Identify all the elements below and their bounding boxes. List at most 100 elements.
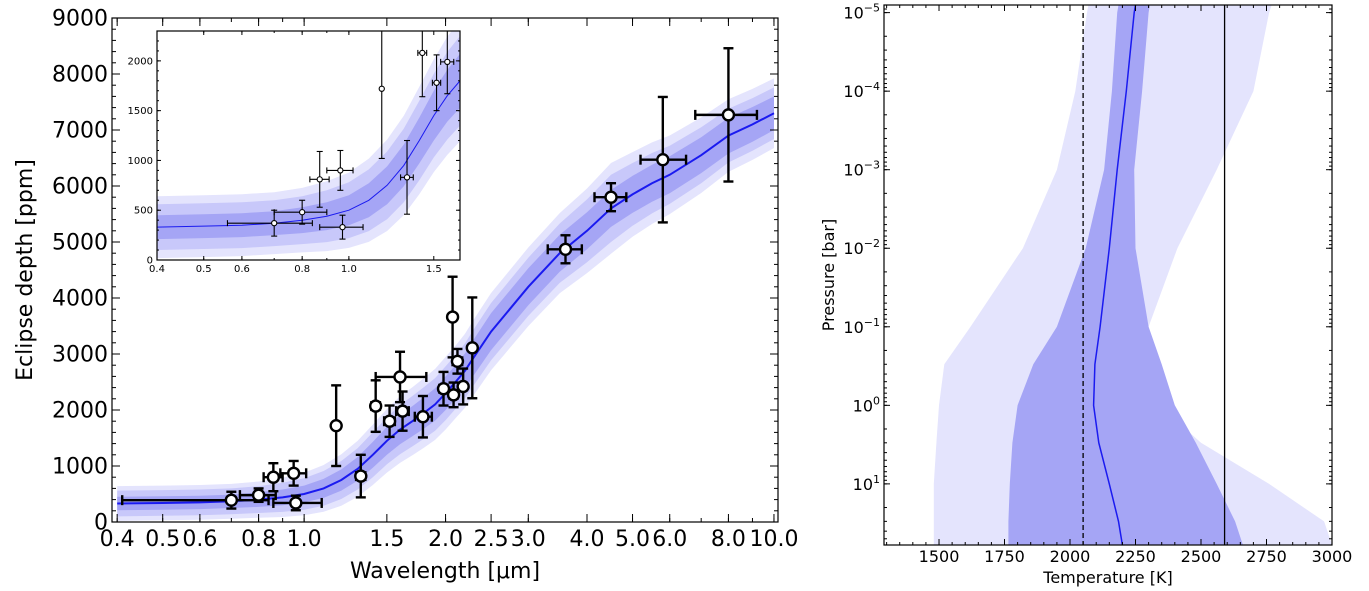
y-tick-label: 101 <box>853 473 880 494</box>
x-tick-label: 0.6 <box>182 527 217 552</box>
data-point <box>279 459 308 487</box>
data-marker <box>382 414 397 428</box>
data-point <box>121 490 270 510</box>
data-marker <box>354 469 368 483</box>
data-point <box>694 47 759 183</box>
data-point <box>446 381 461 409</box>
data-marker <box>299 209 306 216</box>
spectrum-inset-panel: 0 500 1000 1500 2000 0.4 0.5 0.6 0.8 1.0 1.5 <box>128 30 461 275</box>
data-point <box>546 234 584 265</box>
data-point <box>374 350 428 404</box>
data-point <box>273 199 328 225</box>
plot-area <box>117 47 775 521</box>
data-marker <box>339 223 346 231</box>
x-tick-label: 3000 <box>1312 547 1353 566</box>
y-tick-label: 10−1 <box>843 316 880 337</box>
data-marker <box>395 404 410 418</box>
data-marker <box>368 399 383 413</box>
y-tick-label: 8000 <box>52 63 108 88</box>
x-tick-label: 1.0 <box>341 264 357 275</box>
data-marker <box>271 220 278 227</box>
data-marker <box>289 496 303 510</box>
x-tick-label: 8.0 <box>711 527 746 552</box>
x-tick-label: 1.5 <box>369 527 404 552</box>
data-point <box>329 384 343 468</box>
data-marker <box>329 418 343 433</box>
tp-band-1sigma <box>1008 5 1243 545</box>
data-marker <box>656 152 670 167</box>
x-tick-label: 2.5 <box>474 527 509 552</box>
plot-frame <box>156 30 461 261</box>
data-point <box>456 367 470 406</box>
data-marker <box>450 354 465 368</box>
data-marker <box>436 382 451 396</box>
data-marker <box>445 310 460 324</box>
y-tick-label: 9000 <box>52 7 108 32</box>
data-point <box>639 95 688 224</box>
x-tick-label: 6.0 <box>652 527 687 552</box>
data-point <box>326 149 354 191</box>
x-tick-label: 10.0 <box>749 527 798 552</box>
y-axis-label: Eclipse depth [ppm] <box>13 159 38 381</box>
x-axis-label: Wavelength [μm] <box>350 559 540 584</box>
data-marker <box>456 379 470 394</box>
x-tick-label: 4.0 <box>569 527 604 552</box>
y-tick-label: 0 <box>147 256 153 267</box>
data-marker <box>266 470 281 484</box>
data-point <box>368 379 383 434</box>
data-point <box>413 394 434 439</box>
data-marker <box>721 108 736 122</box>
model-band-1sigma <box>157 53 460 240</box>
y-axis-label: Pressure [bar] <box>819 219 838 331</box>
x-tick-label: 2.0 <box>428 527 463 552</box>
data-marker <box>604 190 618 204</box>
y-tick-label: 5000 <box>52 231 108 256</box>
y-tick-label: 7000 <box>52 119 108 144</box>
x-tick-label: 5.0 <box>615 527 650 552</box>
y-tick-label: 2000 <box>128 56 153 67</box>
y-tick-label: 2000 <box>52 399 108 424</box>
data-point <box>445 275 460 359</box>
plot-frame <box>111 17 779 523</box>
data-marker <box>251 488 266 502</box>
x-tick-label: 3.0 <box>511 527 546 552</box>
data-marker <box>337 167 344 174</box>
data-point <box>450 347 465 375</box>
data-marker <box>416 410 430 424</box>
y-tick-label: 10−2 <box>843 237 880 258</box>
data-marker <box>286 466 301 480</box>
data-marker <box>316 176 323 183</box>
y-tick-label: 4000 <box>52 287 108 312</box>
y-tick-label: 1000 <box>128 156 153 167</box>
data-marker <box>403 174 411 181</box>
data-point <box>465 296 479 400</box>
x-tick-label: 1500 <box>919 547 960 566</box>
data-point <box>378 31 385 159</box>
data-point <box>319 214 364 240</box>
x-tick-label: 2500 <box>1181 547 1222 566</box>
data-point <box>400 139 414 215</box>
data-marker <box>419 49 426 57</box>
x-tick-label: 1750 <box>984 547 1025 566</box>
data-point <box>394 390 410 432</box>
data-point <box>382 404 397 439</box>
data-marker <box>446 388 461 402</box>
y-tick-label: 1000 <box>52 455 108 480</box>
x-axis-label: Temperature [K] <box>1042 568 1172 587</box>
x-tick-label: 1.0 <box>287 527 322 552</box>
x-tick-label: 2750 <box>1246 547 1287 566</box>
plot-frame <box>883 4 1333 546</box>
x-tick-label: 1.5 <box>426 264 442 275</box>
data-marker <box>558 242 573 256</box>
y-tick-label: 100 <box>853 394 880 415</box>
data-point <box>593 181 628 213</box>
data-marker <box>433 79 440 86</box>
x-tick-label: 0.4 <box>100 527 135 552</box>
x-tick-label: 0.6 <box>234 264 250 275</box>
y-tick-label: 0 <box>94 511 108 536</box>
model-median-line <box>157 80 460 228</box>
x-tick-label: 0.8 <box>294 264 310 275</box>
model-median-line <box>117 112 775 505</box>
plot-area <box>933 5 1332 545</box>
plot-area <box>157 31 460 259</box>
